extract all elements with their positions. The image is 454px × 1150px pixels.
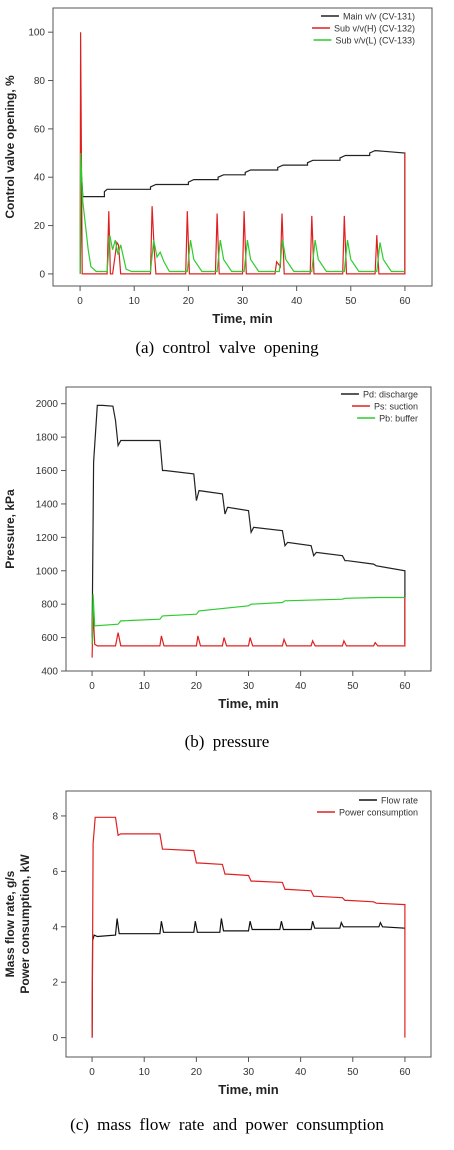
x-tick-label: 40 [291,296,303,307]
caption-b: (b) pressure [184,732,270,751]
x-axis-label: Time, min [212,311,273,326]
x-tick-label: 20 [183,296,195,307]
chart-c: 0 10 20 30 40 50 60 0 2 4 6 8 Time, min Mass flow rat… [3,790,432,1097]
legend-label: Flow rate [381,796,418,806]
y-tick-label: 2000 [36,399,59,410]
y-tick-label: 400 [41,667,58,678]
x-tick-label: 30 [243,681,255,692]
y-tick-label: 8 [52,811,58,822]
series-line [91,816,406,1038]
caption-a: (a) control valve opening [135,338,319,357]
y-tick-label: 0 [52,1033,58,1044]
y-tick-label: 60 [34,124,46,135]
y-tick-label: 80 [34,76,46,87]
series-line [79,32,406,275]
legend-label: Main v/v (CV-131) [343,12,415,22]
x-tick-label: 40 [295,681,307,692]
y-axis-label: Control valve opening, % [3,75,17,219]
x-tick-label: 10 [129,296,141,307]
y-tick-label: 600 [41,633,58,644]
y-axis-label: Power consumption, kW [18,854,32,994]
chart-a: 0 10 20 30 40 50 60 0 20 40 60 80 100 Time, min Contro… [3,7,433,326]
series-line [91,404,406,645]
y-tick-label: 800 [41,600,58,611]
x-tick-label: 60 [399,681,411,692]
chart-b: 0 10 20 30 40 50 60 400 600 800 1000 1200 1400 1600 18… [3,386,432,711]
y-tick-label: 2 [52,978,58,989]
y-axis-label: Pressure, kPa [3,489,17,569]
legend-label: Ps: suction [374,402,418,412]
panel-b: 0 10 20 30 40 50 60 400 600 800 1000 1200 1400 1600 18… [0,382,454,752]
x-tick-label: 40 [295,1067,307,1078]
series-line [91,594,405,645]
x-tick-label: 0 [89,1067,95,1078]
y-tick-label: 6 [52,867,58,878]
y-tick-label: 40 [34,173,46,184]
plot-frame [65,790,432,1058]
y-axis-label: Mass flow rate, g/s [3,870,17,977]
caption-c: (c) mass flow rate and power consumption [70,1115,384,1134]
x-tick-label: 20 [191,681,203,692]
legend-label: Sub v/v(H) (CV-132) [334,24,415,34]
y-tick-label: 1600 [36,466,59,477]
x-tick-label: 10 [139,681,151,692]
x-tick-label: 50 [347,681,359,692]
x-tick-label: 0 [89,681,95,692]
y-tick-label: 1200 [36,533,59,544]
y-tick-label: 1400 [36,499,59,510]
series-line [79,149,406,274]
y-tick-label: 0 [39,269,45,280]
y-tick-label: 100 [28,28,45,39]
legend-label: Power consumption [339,808,418,818]
x-tick-label: 30 [237,296,249,307]
legend-label: Pd: discharge [363,390,418,400]
legend-label: Sub v/v(L) (CV-133) [335,36,415,46]
x-tick-label: 50 [345,296,357,307]
panel-c: 0 10 20 30 40 50 60 0 2 4 6 8 Time, min Mass flow rat… [0,775,454,1150]
legend-label: Pb: buffer [379,414,418,424]
x-axis-label: Time, min [218,696,279,711]
x-tick-label: 0 [77,296,83,307]
y-tick-label: 1800 [36,433,59,444]
x-tick-label: 50 [347,1067,359,1078]
x-tick-label: 60 [399,1067,411,1078]
y-tick-label: 4 [52,922,58,933]
series-line [79,152,405,274]
x-axis-label: Time, min [218,1082,279,1097]
y-tick-label: 20 [34,221,46,232]
y-tick-label: 1000 [36,566,59,577]
series-line [91,597,406,658]
x-tick-label: 30 [243,1067,255,1078]
x-tick-label: 20 [191,1067,203,1078]
x-tick-label: 60 [399,296,411,307]
panel-a: 0 10 20 30 40 50 60 0 20 40 60 80 100 Time, min Contro… [0,0,454,370]
plot-frame [65,386,432,672]
series-line [91,918,406,1038]
x-tick-label: 10 [139,1067,151,1078]
